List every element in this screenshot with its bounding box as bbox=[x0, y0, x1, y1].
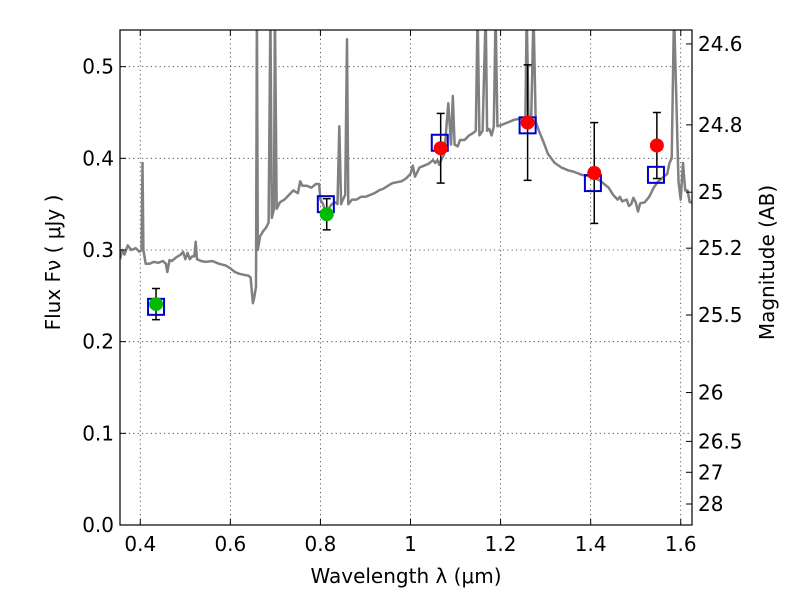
observed-nir-point bbox=[433, 141, 448, 156]
observed-nir-point bbox=[649, 138, 664, 153]
y-tick-label: 0.0 bbox=[82, 513, 114, 537]
model-photometry-layer bbox=[147, 116, 665, 316]
observed-optical-point bbox=[149, 297, 164, 312]
x-tick-label: 1.6 bbox=[665, 532, 697, 556]
right-tick-label: 25.2 bbox=[698, 236, 743, 260]
axis-ticks: 0.4 0.6 0.8 1 1.2 1.4 1.6 0.0 0.1 0.2 0.3 0.4 0.5 24.… bbox=[82, 30, 743, 556]
model-sed-layer bbox=[120, 30, 692, 305]
x-tick-label: 1.4 bbox=[575, 532, 607, 556]
right-tick-label: 28 bbox=[698, 492, 723, 516]
model-photometry-square bbox=[646, 165, 665, 184]
right-tick-label: 26.5 bbox=[698, 429, 743, 453]
y-tick-label: 0.5 bbox=[82, 55, 114, 79]
right-tick-label: 26 bbox=[698, 381, 723, 405]
grid bbox=[120, 30, 692, 526]
observed-nir-point bbox=[520, 115, 535, 130]
x-tick-label: 0.4 bbox=[124, 532, 156, 556]
y-tick-label: 0.2 bbox=[82, 330, 114, 354]
observed-nir-point bbox=[587, 166, 602, 180]
x-tick-label: 0.8 bbox=[305, 532, 337, 556]
y-axis-label: Flux Fν ( μJy ) bbox=[41, 195, 65, 331]
right-tick-label: 27 bbox=[698, 460, 723, 484]
x-axis-label: Wavelength λ (μm) bbox=[310, 564, 501, 588]
plot-frame bbox=[119, 29, 693, 526]
x-tick-label: 1.2 bbox=[485, 532, 517, 556]
y-tick-label: 0.4 bbox=[82, 146, 114, 170]
x-tick-label: 0.6 bbox=[214, 532, 246, 556]
x-tick-label: 1 bbox=[404, 532, 417, 556]
errorbars-layer bbox=[152, 64, 661, 321]
y-tick-label: 0.3 bbox=[82, 238, 114, 262]
right-tick-label: 24.6 bbox=[698, 32, 743, 56]
right-tick-label: 25 bbox=[698, 180, 723, 204]
observed-optical-point bbox=[319, 207, 334, 222]
right-tick-label: 24.8 bbox=[698, 113, 743, 137]
model-sed-line bbox=[120, 30, 692, 305]
observed-photometry-layer bbox=[149, 115, 664, 312]
right-axis-label: Magnitude (AB) bbox=[755, 185, 779, 340]
right-tick-label: 25.5 bbox=[698, 303, 743, 327]
y-tick-label: 0.1 bbox=[82, 421, 114, 445]
